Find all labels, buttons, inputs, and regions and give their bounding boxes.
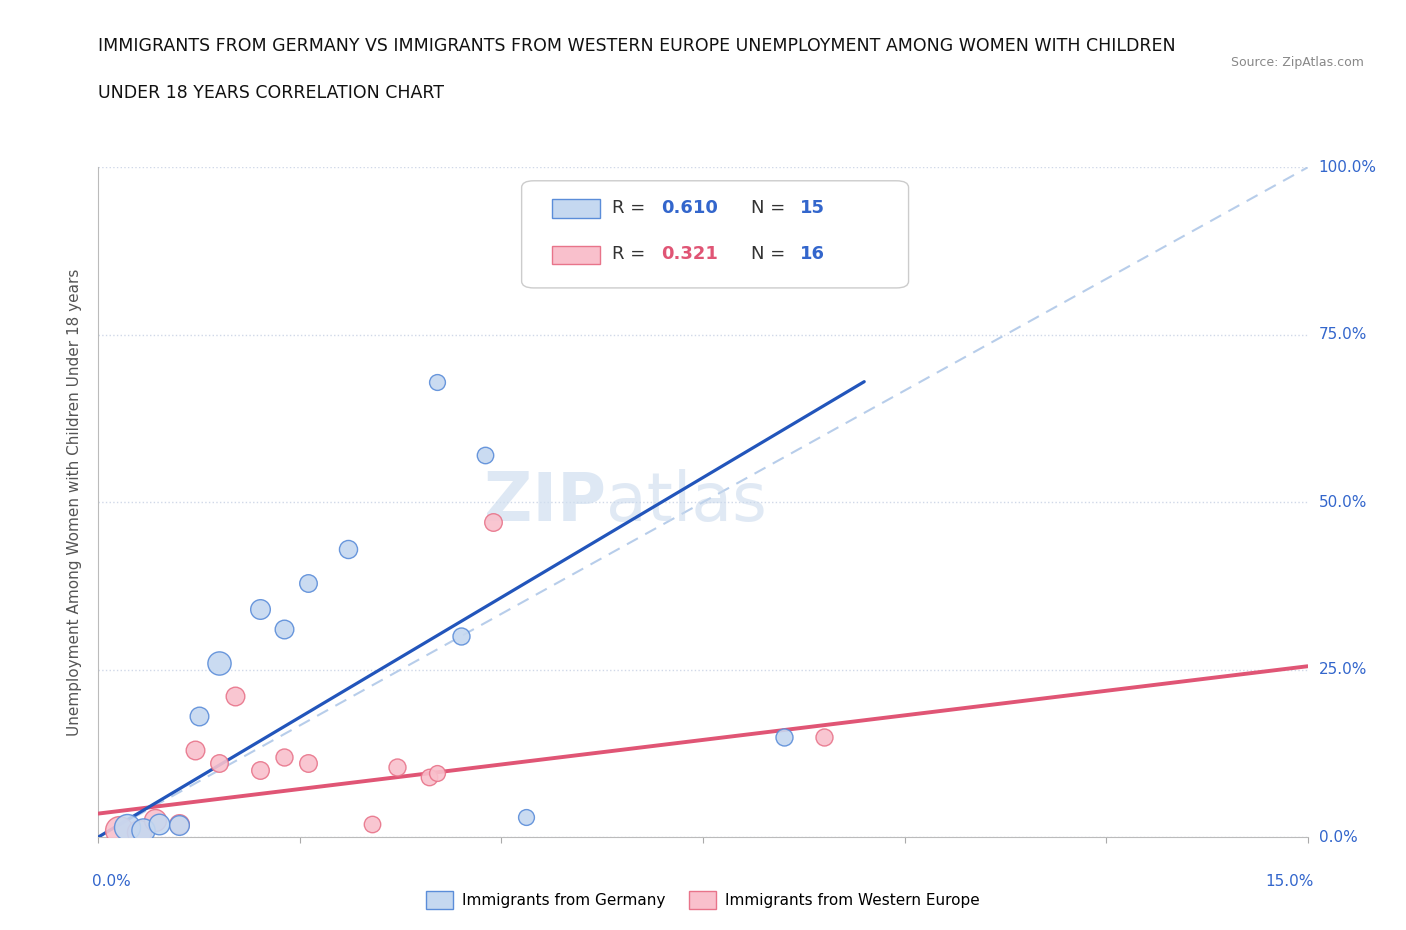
Point (208, 756, 231, 771)
Point (167, 817, 190, 832)
Point (148, 817, 170, 831)
Text: N =: N = (751, 246, 792, 263)
Text: 25.0%: 25.0% (1319, 662, 1367, 677)
Text: ZIP: ZIP (484, 470, 606, 535)
Y-axis label: Unemployment Among Women with Children Under 18 years: Unemployment Among Women with Children U… (67, 269, 83, 736)
Legend: Immigrants from Germany, Immigrants from Western Europe: Immigrants from Germany, Immigrants from… (418, 884, 988, 916)
Point (385, 759, 408, 774)
Point (515, 809, 537, 824)
Point (249, 602, 271, 617)
Text: R =: R = (612, 199, 651, 218)
Point (208, 656, 231, 671)
Text: 16: 16 (800, 246, 825, 263)
Text: 0.0%: 0.0% (1319, 830, 1357, 844)
Point (273, 750, 295, 764)
Point (813, 729, 835, 744)
Point (418, 769, 440, 784)
Point (249, 763, 271, 777)
Text: IMMIGRANTS FROM GERMANY VS IMMIGRANTS FROM WESTERN EUROPE UNEMPLOYMENT AMONG WOM: IMMIGRANTS FROM GERMANY VS IMMIGRANTS FR… (98, 37, 1175, 55)
Text: R =: R = (612, 246, 651, 263)
Text: 15: 15 (800, 199, 825, 218)
Point (426, 374, 449, 389)
Point (273, 622, 295, 637)
Point (361, 817, 384, 831)
Point (132, 823, 155, 838)
Point (337, 541, 360, 556)
Point (107, 823, 129, 838)
Bar (551, 199, 600, 218)
Point (184, 742, 207, 757)
Text: atlas: atlas (606, 470, 768, 535)
Point (297, 575, 319, 590)
Point (297, 756, 319, 771)
Bar (551, 246, 600, 264)
Point (115, 819, 138, 834)
FancyBboxPatch shape (522, 180, 908, 288)
Point (772, 729, 794, 744)
Point (188, 709, 211, 724)
Text: N =: N = (751, 199, 792, 218)
Text: 0.321: 0.321 (661, 246, 717, 263)
Text: 50.0%: 50.0% (1319, 495, 1367, 510)
Text: 0.610: 0.610 (661, 199, 717, 218)
Text: Source: ZipAtlas.com: Source: ZipAtlas.com (1230, 56, 1364, 69)
Point (167, 817, 190, 831)
Point (450, 629, 472, 644)
Text: 100.0%: 100.0% (1319, 160, 1376, 175)
Point (143, 813, 166, 828)
Point (224, 689, 246, 704)
Point (128, 824, 150, 839)
Text: UNDER 18 YEARS CORRELATION CHART: UNDER 18 YEARS CORRELATION CHART (98, 84, 444, 101)
Text: 15.0%: 15.0% (1265, 874, 1313, 889)
Point (426, 766, 449, 781)
Text: 0.0%: 0.0% (93, 874, 131, 889)
Point (482, 515, 505, 530)
Point (474, 448, 496, 463)
Text: 75.0%: 75.0% (1319, 327, 1367, 342)
